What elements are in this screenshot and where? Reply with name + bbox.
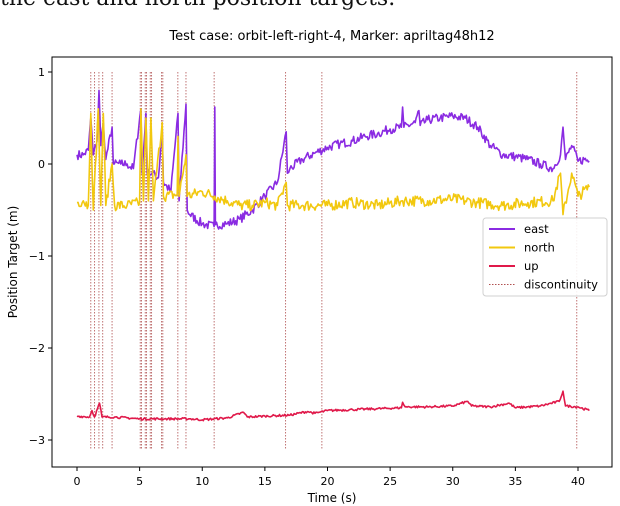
y-axis-label: Position Target (m) — [6, 206, 20, 319]
x-tick-label: 25 — [383, 475, 397, 488]
legend-box — [482, 217, 608, 297]
y-tick-label: −2 — [29, 342, 45, 355]
caption-text: the east and north position targets. — [0, 0, 395, 11]
y-axis: 1 0 −1 −2 −3 — [29, 66, 52, 447]
x-tick-label: 10 — [195, 475, 209, 488]
x-tick-label: 5 — [136, 475, 143, 488]
x-tick-label: 30 — [446, 475, 460, 488]
chart-title: Test case: orbit-left-right-4, Marker: a… — [168, 29, 494, 44]
x-tick-label: 20 — [321, 475, 335, 488]
axes-frame — [51, 56, 613, 468]
x-tick-label: 0 — [74, 475, 81, 488]
x-tick-label: 40 — [571, 475, 585, 488]
y-tick-label: −1 — [29, 250, 45, 263]
y-tick-label: 1 — [38, 66, 45, 79]
x-axis-label: Time (s) — [307, 491, 357, 505]
x-tick-label: 35 — [508, 475, 522, 488]
plot-area — [76, 72, 591, 450]
x-tick-label: 15 — [258, 475, 272, 488]
legend-label-north: north — [524, 241, 555, 255]
series-line-north — [76, 108, 591, 216]
y-tick-label: 0 — [38, 158, 45, 171]
legend-label-discontinuity: discontinuity — [524, 278, 598, 292]
legend-label-east: east — [524, 222, 549, 236]
x-axis: 0 5 10 15 20 25 30 35 40 — [74, 467, 585, 488]
legend-label-up: up — [524, 259, 539, 273]
series-line-up — [76, 390, 590, 422]
y-tick-label: −3 — [29, 434, 45, 447]
legend: east north up discontinuity — [482, 217, 608, 297]
